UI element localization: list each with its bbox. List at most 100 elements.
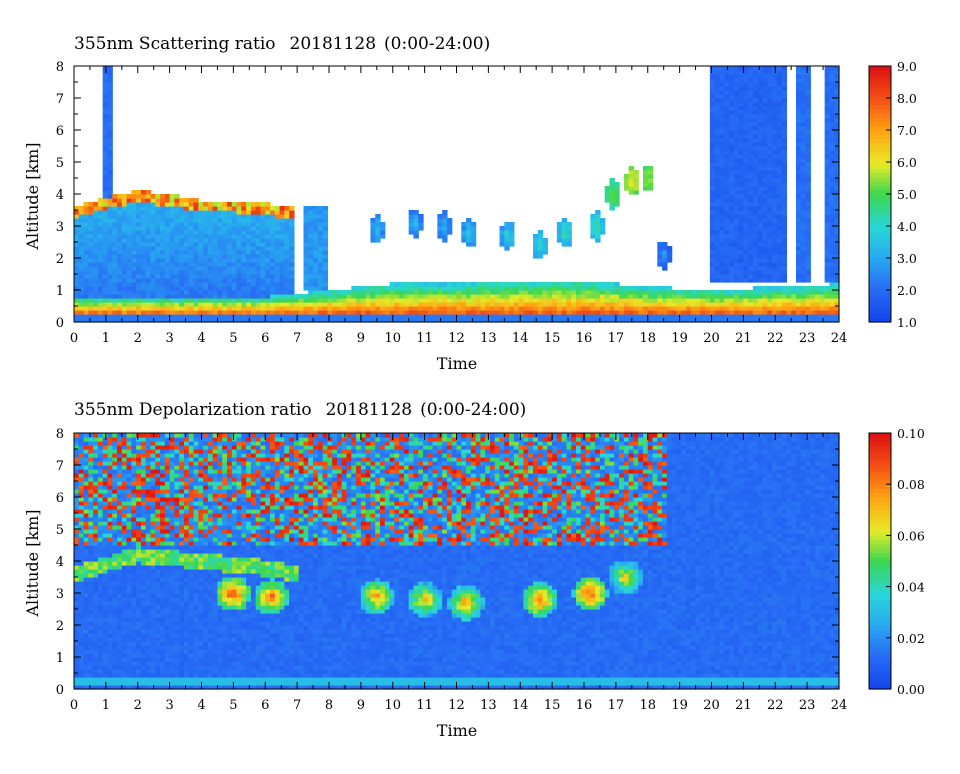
heatmap-cell [184, 242, 189, 247]
heatmap-cell [418, 294, 423, 299]
heatmap-cell [313, 254, 318, 259]
heatmap-cell [820, 290, 825, 295]
heatmap-cell [203, 230, 208, 235]
heatmap-cell [390, 286, 395, 291]
heatmap-cell [318, 310, 323, 315]
heatmap-cell [222, 286, 227, 291]
heatmap-cell [213, 310, 218, 315]
heatmap-cell [146, 218, 151, 223]
heatmap-cell [203, 298, 208, 303]
heatmap-cell [356, 286, 361, 291]
heatmap-cell [767, 102, 772, 107]
heatmap-cell [84, 601, 89, 606]
heatmap-cell [289, 250, 294, 255]
heatmap-cell [107, 74, 112, 79]
heatmap-cell [428, 302, 433, 307]
heatmap-cell [98, 629, 103, 634]
heatmap-cell [208, 274, 213, 279]
heatmap-cell [763, 242, 768, 247]
heatmap-cell [715, 74, 720, 79]
heatmap-cell [528, 306, 533, 311]
heatmap-cell [246, 294, 251, 299]
heatmap-cell [452, 306, 457, 311]
heatmap-cell [122, 222, 127, 227]
heatmap-cell [366, 298, 371, 303]
heatmap-cell [782, 290, 787, 295]
heatmap-cell [739, 310, 744, 315]
heatmap-cell [84, 493, 89, 498]
heatmap-cell [208, 298, 213, 303]
heatmap-cell [93, 461, 98, 466]
heatmap-cell [638, 298, 643, 303]
heatmap-cell [222, 290, 227, 295]
heatmap-cell [380, 226, 385, 231]
heatmap-cell [777, 310, 782, 315]
heatmap-cell [93, 565, 98, 570]
heatmap-cell [610, 178, 615, 183]
heatmap-cell [829, 162, 834, 167]
heatmap-cell [801, 118, 806, 123]
colorbar-swatch [869, 301, 891, 306]
heatmap-cell [208, 206, 213, 211]
heatmap-cell [88, 533, 93, 538]
heatmap-cell [122, 585, 127, 590]
heatmap-cell [74, 645, 79, 650]
heatmap-cell [806, 306, 811, 311]
heatmap-cell [829, 78, 834, 83]
heatmap-cell [772, 194, 777, 199]
heatmap-cell [739, 142, 744, 147]
heatmap-cell [74, 537, 79, 542]
heatmap-cell [174, 238, 179, 243]
heatmap-cell [151, 238, 156, 243]
heatmap-cell [155, 234, 160, 239]
heatmap-cell [103, 130, 108, 135]
heatmap-cell [399, 282, 404, 287]
heatmap-cell [729, 166, 734, 171]
heatmap-cell [122, 445, 127, 450]
heatmap-cell [748, 250, 753, 255]
heatmap-cell [313, 242, 318, 247]
heatmap-cell [112, 549, 117, 554]
heatmap-cell [93, 302, 98, 307]
heatmap-cell [98, 609, 103, 614]
heatmap-cell [767, 218, 772, 223]
heatmap-cell [323, 246, 328, 251]
heatmap-cell [122, 569, 127, 574]
heatmap-cell [763, 234, 768, 239]
heatmap-cell [614, 310, 619, 315]
heatmap-cell [806, 154, 811, 159]
heatmap-cell [806, 194, 811, 199]
heatmap-cell [566, 234, 571, 239]
heatmap-cell [232, 306, 237, 311]
heatmap-cell [256, 214, 261, 219]
heatmap-cell [122, 441, 127, 446]
heatmap-cell [743, 314, 748, 319]
heatmap-cell [117, 513, 122, 518]
heatmap-cell [743, 162, 748, 167]
heatmap-cell [98, 533, 103, 538]
heatmap-cell [825, 178, 830, 183]
heatmap-cell [471, 306, 476, 311]
heatmap-cell [117, 465, 122, 470]
heatmap-cell [825, 234, 830, 239]
heatmap-cell [385, 286, 390, 291]
heatmap-cell [777, 246, 782, 251]
heatmap-cell [98, 525, 103, 530]
heatmap-cell [772, 154, 777, 159]
colorbar-swatch [869, 211, 891, 216]
heatmap-cell [194, 206, 199, 211]
heatmap-cell [480, 314, 485, 319]
heatmap-cell [763, 202, 768, 207]
heatmap-cell [103, 601, 108, 606]
heatmap-cell [246, 202, 251, 207]
heatmap-cell [629, 178, 634, 183]
heatmap-cell [241, 294, 246, 299]
heatmap-cell [88, 238, 93, 243]
heatmap-cell [480, 294, 485, 299]
heatmap-cell [681, 306, 686, 311]
heatmap-cell [93, 282, 98, 287]
heatmap-cell [79, 282, 84, 287]
heatmap-cell [724, 146, 729, 151]
heatmap-cell [571, 294, 576, 299]
heatmap-cell [829, 306, 834, 311]
